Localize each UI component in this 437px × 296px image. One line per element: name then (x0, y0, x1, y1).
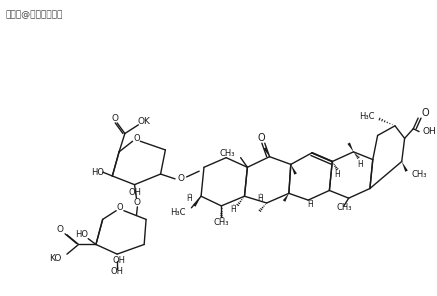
Text: H: H (357, 160, 363, 169)
Text: Ĥ: Ĥ (257, 194, 263, 203)
Text: Ĥ: Ĥ (187, 194, 192, 203)
Polygon shape (347, 142, 354, 152)
Polygon shape (193, 196, 201, 207)
Text: Ĥ: Ĥ (230, 205, 236, 214)
Text: OH: OH (423, 127, 437, 136)
Text: O: O (134, 199, 141, 207)
Text: 搜狐号@水信生物科技: 搜狐号@水信生物科技 (5, 10, 62, 19)
Text: O: O (117, 203, 123, 212)
Text: O: O (133, 134, 140, 143)
Text: H₃C: H₃C (170, 208, 186, 217)
Text: OH: OH (111, 267, 124, 276)
Text: CH₃: CH₃ (336, 203, 352, 212)
Text: KO: KO (49, 255, 62, 263)
Text: OH: OH (128, 188, 141, 197)
Text: OK: OK (138, 118, 151, 126)
Text: HO: HO (91, 168, 104, 177)
Text: O: O (112, 114, 119, 123)
Text: HO: HO (75, 230, 88, 239)
Text: O: O (57, 226, 64, 234)
Text: H₃C: H₃C (359, 112, 375, 121)
Text: O: O (421, 108, 429, 118)
Text: CH₃: CH₃ (411, 170, 427, 178)
Polygon shape (264, 147, 270, 157)
Text: H: H (334, 170, 340, 178)
Polygon shape (402, 162, 408, 172)
Text: CH₃: CH₃ (214, 218, 229, 227)
Text: CH₃: CH₃ (219, 149, 235, 158)
Text: O: O (257, 133, 265, 143)
Polygon shape (283, 193, 289, 202)
Text: O: O (177, 174, 184, 183)
Text: OH: OH (113, 256, 125, 266)
Text: Ĥ: Ĥ (307, 200, 313, 209)
Polygon shape (291, 164, 297, 175)
